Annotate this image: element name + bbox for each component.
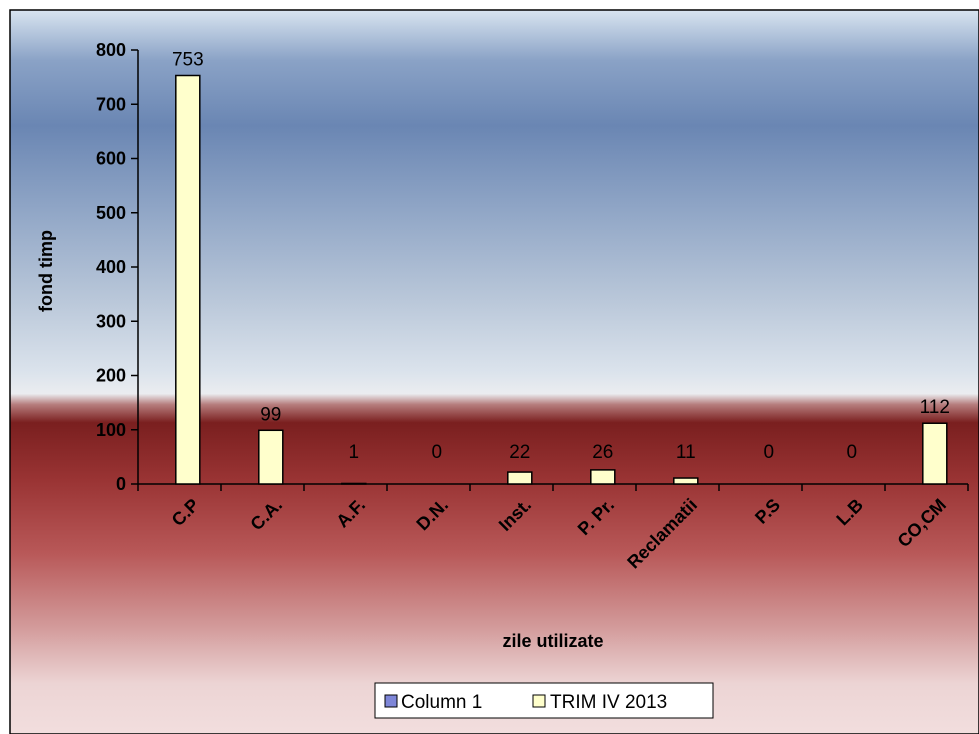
- x-axis-title: zile utilizate: [502, 631, 603, 651]
- y-tick-label: 500: [96, 203, 126, 223]
- bar: [590, 469, 616, 485]
- data-label: 99: [260, 404, 281, 425]
- legend: Column 1 TRIM IV 2013: [374, 682, 714, 719]
- y-tick-label: 400: [96, 257, 126, 277]
- data-label: 1: [349, 442, 360, 463]
- bar: [258, 429, 284, 485]
- data-labels: 753 99 1 0 22 26 11 0 0 112: [172, 49, 950, 463]
- chart-background: [10, 10, 979, 734]
- bar: [341, 482, 367, 485]
- y-tick-label: 300: [96, 311, 126, 331]
- bars: [175, 74, 948, 485]
- chart-border: [9, 9, 979, 734]
- y-tick-label: 200: [96, 366, 126, 386]
- y-tick-label: 700: [96, 94, 126, 114]
- data-label: 26: [592, 442, 613, 463]
- y-tick-label: 0: [116, 474, 126, 494]
- bar: [175, 74, 201, 485]
- bar: [922, 422, 948, 485]
- data-label: 22: [509, 442, 530, 463]
- bar: [507, 471, 533, 485]
- y-axis-title: fond timp: [36, 230, 56, 312]
- legend-label-column-1: Column 1: [401, 692, 482, 713]
- data-label: 753: [172, 49, 204, 70]
- bar: [673, 477, 699, 485]
- legend-swatch-column-1: [384, 694, 398, 708]
- data-label: 0: [847, 442, 858, 463]
- y-tick-label: 800: [96, 40, 126, 60]
- legend-swatch-trim-iv-2013: [532, 694, 546, 708]
- y-tick-label: 100: [96, 420, 126, 440]
- data-label: 112: [920, 397, 950, 418]
- data-label: 11: [676, 442, 696, 463]
- y-tick-label: 600: [96, 149, 126, 169]
- data-label: 0: [432, 442, 443, 463]
- legend-label-trim-iv-2013: TRIM IV 2013: [550, 692, 667, 713]
- data-label: 0: [764, 442, 775, 463]
- y-axis: 0 100 200 300 400 500 600 700 800: [96, 40, 139, 494]
